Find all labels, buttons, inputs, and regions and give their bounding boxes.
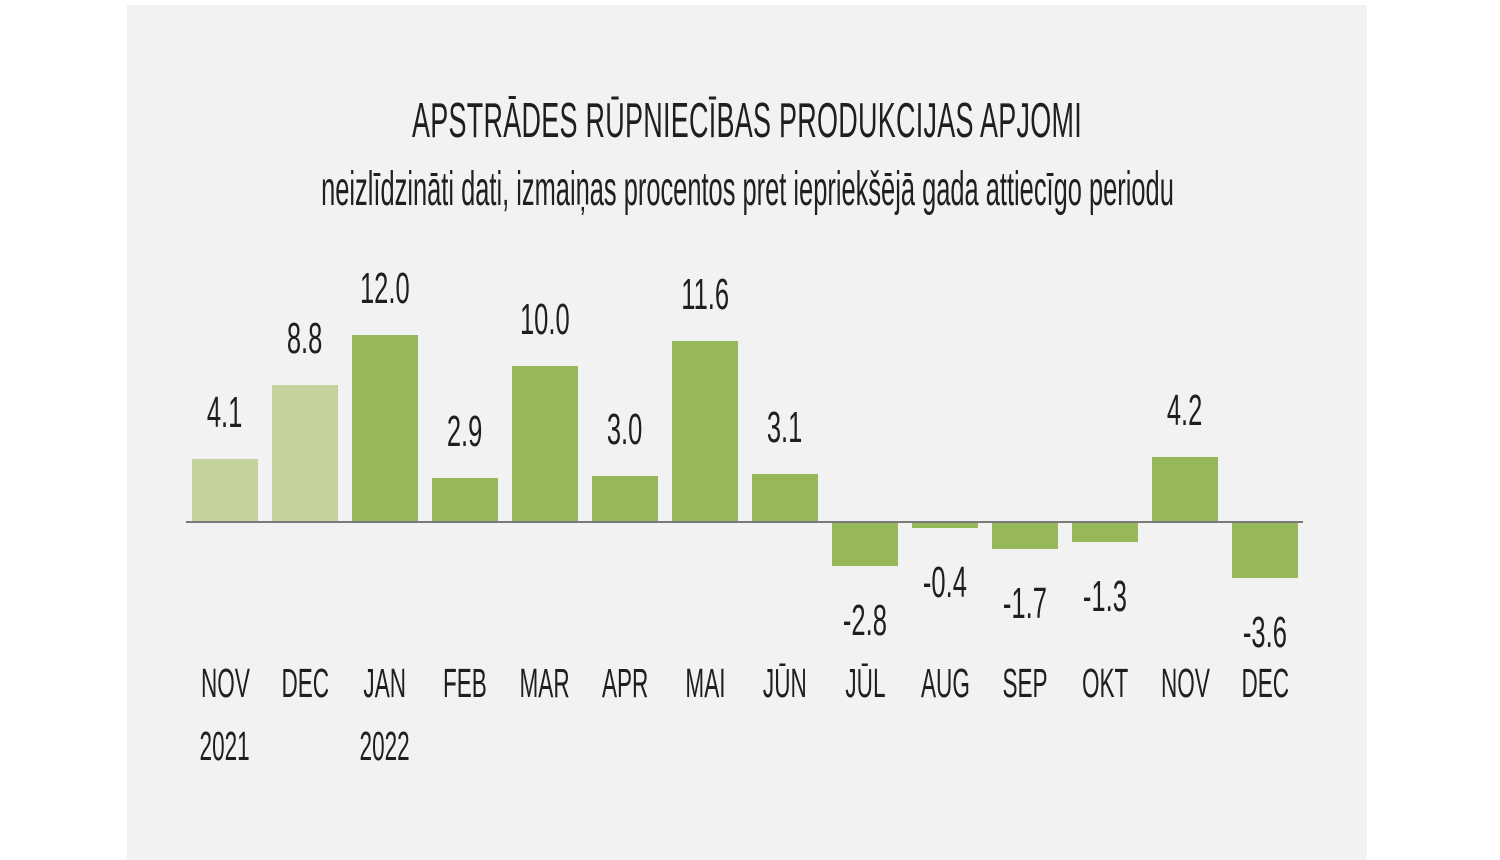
bar-value-text: -3.6 <box>1243 608 1287 657</box>
bar-value-label: -2.8 <box>785 598 945 644</box>
bar-value-text: -0.4 <box>923 558 967 607</box>
bar-value-text: 4.2 <box>1167 386 1203 435</box>
x-tick-text: MAI <box>684 660 726 706</box>
bar-jan-2 <box>352 335 418 523</box>
chart-subtitle-row: neizlīdzināti dati, izmaiņas procentos p… <box>127 163 1367 217</box>
x-tick-label: AUG <box>865 660 1025 706</box>
bar-value-label: 12.0 <box>305 266 465 312</box>
bar-apr-5 <box>592 476 658 523</box>
x-tick-label: OKT <box>1025 660 1185 706</box>
bar-value-label: 8.8 <box>225 316 385 362</box>
x-tick-label: APR <box>545 660 705 706</box>
bar-aug-9 <box>912 522 978 528</box>
x-year-text: 2021 <box>199 723 251 769</box>
bar-value-text: -1.3 <box>1083 572 1127 621</box>
bar-value-label: -3.6 <box>1185 610 1345 656</box>
x-tick-label: JAN <box>305 660 465 706</box>
x-tick-text: SEP <box>1002 660 1048 706</box>
x-tick-text: DEC <box>1241 660 1289 706</box>
bar-value-label: 3.0 <box>545 407 705 453</box>
x-year-label: 2022 <box>305 723 465 769</box>
bar-value-label: 10.0 <box>465 297 625 343</box>
bar-value-text: 3.1 <box>767 403 803 452</box>
x-tick-text: JAN <box>363 660 407 706</box>
x-tick-label: JŪL <box>785 660 945 706</box>
bar-value-text: 3.0 <box>607 405 643 454</box>
x-year-text: 2022 <box>359 723 411 769</box>
bar-value-text: 10.0 <box>520 295 570 344</box>
bar-jūn-7 <box>752 474 818 523</box>
bar-value-text: 11.6 <box>681 270 729 319</box>
x-tick-label: SEP <box>945 660 1105 706</box>
bar-value-label: -1.7 <box>945 581 1105 627</box>
bar-sep-10 <box>992 522 1058 549</box>
x-tick-text: JŪN <box>763 660 807 706</box>
x-tick-label: DEC <box>225 660 385 706</box>
bar-jūl-8 <box>832 522 898 566</box>
bar-value-text: 2.9 <box>447 407 483 456</box>
chart-title: APSTRĀDES RŪPNIECĪBAS PRODUKCIJAS APJOMI <box>412 94 1082 148</box>
bar-value-label: 4.2 <box>1105 388 1265 434</box>
x-tick-text: NOV <box>200 660 250 706</box>
x-tick-text: MAR <box>519 660 571 706</box>
x-tick-text: APR <box>601 660 649 706</box>
bar-value-label: 4.1 <box>145 390 305 436</box>
x-tick-label: MAI <box>625 660 785 706</box>
bar-feb-3 <box>432 478 498 523</box>
x-year-label: 2021 <box>145 723 305 769</box>
bar-nov-0 <box>192 459 258 523</box>
bar-value-text: 4.1 <box>207 388 243 437</box>
bar-value-label: 3.1 <box>705 405 865 451</box>
x-tick-text: OKT <box>1081 660 1129 706</box>
bar-value-label: -0.4 <box>865 560 1025 606</box>
x-tick-label: NOV <box>145 660 305 706</box>
chart-subtitle: neizlīdzināti dati, izmaiņas procentos p… <box>320 163 1174 216</box>
x-tick-label: FEB <box>385 660 545 706</box>
bar-okt-11 <box>1072 522 1138 542</box>
bar-value-label: -1.3 <box>1025 574 1185 620</box>
bar-mai-6 <box>672 341 738 523</box>
bar-mar-4 <box>512 366 578 523</box>
x-axis-line <box>186 521 1303 523</box>
bar-dec-1 <box>272 385 338 523</box>
bar-plot-area: 4.1 NOV 2021 8.8 DEC 12.0 JAN 2022 2.9 FEB 10.0 MAR… <box>127 5 1367 860</box>
x-tick-label: MAR <box>465 660 625 706</box>
x-tick-text: DEC <box>281 660 329 706</box>
bar-dec-13 <box>1232 522 1298 578</box>
bar-value-text: 12.0 <box>360 264 410 313</box>
x-tick-label: DEC <box>1185 660 1345 706</box>
bar-nov-12 <box>1152 457 1218 523</box>
bar-value-text: -1.7 <box>1003 579 1047 628</box>
bar-value-text: -2.8 <box>843 596 887 645</box>
bar-value-label: 11.6 <box>625 272 785 318</box>
x-tick-text: AUG <box>920 660 970 706</box>
x-tick-text: FEB <box>443 660 487 706</box>
x-tick-label: NOV <box>1105 660 1265 706</box>
x-tick-text: JŪL <box>844 660 886 706</box>
chart-title-row: APSTRĀDES RŪPNIECĪBAS PRODUKCIJAS APJOMI <box>127 93 1367 149</box>
bar-value-text: 8.8 <box>287 314 323 363</box>
x-tick-text: NOV <box>1160 660 1210 706</box>
x-tick-label: JŪN <box>705 660 865 706</box>
bar-value-label: 2.9 <box>385 409 545 455</box>
chart-panel: APSTRĀDES RŪPNIECĪBAS PRODUKCIJAS APJOMI… <box>127 5 1367 860</box>
